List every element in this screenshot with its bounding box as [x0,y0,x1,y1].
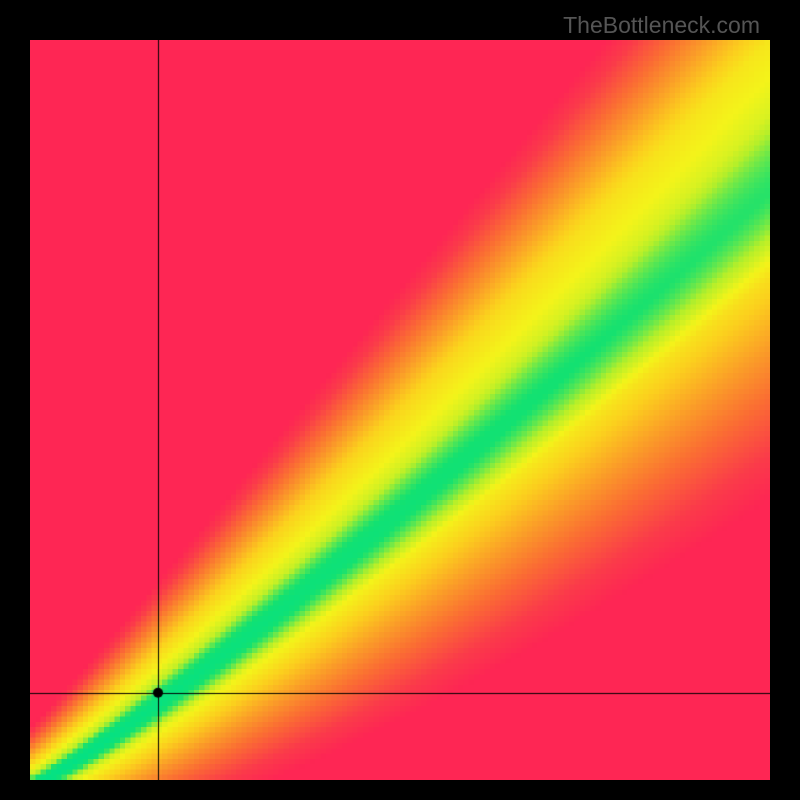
bottleneck-heatmap [30,40,770,780]
figure-container: TheBottleneck.com [0,0,800,800]
watermark-text: TheBottleneck.com [563,12,760,39]
